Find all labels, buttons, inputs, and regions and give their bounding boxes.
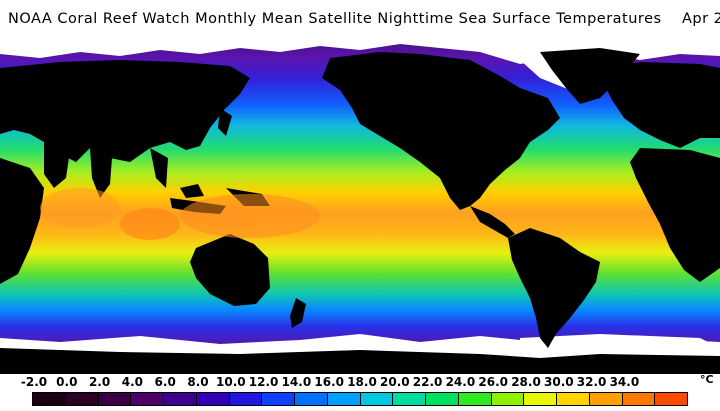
colorbar-swatch bbox=[426, 393, 459, 405]
colorbar-tick-label: 4.0 bbox=[121, 375, 144, 389]
colorbar-swatch bbox=[589, 393, 623, 405]
land-masses bbox=[0, 48, 720, 374]
colorbar-swatch bbox=[524, 393, 557, 405]
colorbar-swatch bbox=[360, 393, 394, 405]
colorbar-swatch bbox=[622, 393, 656, 405]
temperature-colorbar bbox=[32, 392, 688, 406]
colorbar-swatch bbox=[98, 393, 132, 405]
colorbar-tick-label: 34.0 bbox=[609, 375, 640, 389]
colorbar-swatch bbox=[295, 393, 328, 405]
colorbar-swatch bbox=[196, 393, 230, 405]
colorbar-tick-label: 32.0 bbox=[576, 375, 607, 389]
colorbar-tick-label: 18.0 bbox=[347, 375, 377, 389]
colorbar-tick-label: 14.0 bbox=[281, 375, 312, 389]
colorbar-tick-label: 28.0 bbox=[511, 375, 541, 389]
colorbar-tick-label: 12.0 bbox=[248, 375, 279, 389]
colorbar-swatch bbox=[33, 393, 66, 405]
colorbar-tick-label: 24.0 bbox=[445, 375, 476, 389]
colorbar-swatch bbox=[655, 393, 687, 405]
colorbar-tick-label: 30.0 bbox=[543, 375, 574, 389]
colorbar-tick-label: 20.0 bbox=[379, 375, 410, 389]
colorbar-swatch bbox=[131, 393, 164, 405]
colorbar-swatch bbox=[491, 393, 525, 405]
colorbar-swatch bbox=[262, 393, 295, 405]
colorbar-tick-label: 16.0 bbox=[314, 375, 344, 389]
colorbar-tick-label: 6.0 bbox=[154, 375, 176, 389]
warm-pool bbox=[40, 188, 320, 240]
colorbar-unit: °C bbox=[700, 373, 714, 386]
colorbar-tick-label: 8.0 bbox=[187, 375, 209, 389]
colorbar-swatch bbox=[65, 393, 99, 405]
colorbar-swatch bbox=[229, 393, 263, 405]
colorbar-labels: -2.0 0.0 2.0 4.0 6.0 8.0 10.0 12.0 14.0 16.0 18.0 2… bbox=[0, 373, 720, 391]
colorbar-tick-label: 22.0 bbox=[412, 375, 443, 389]
colorbar-swatch bbox=[327, 393, 361, 405]
colorbar-tick-label: 26.0 bbox=[478, 375, 508, 389]
colorbar-tick-label: 0.0 bbox=[56, 375, 78, 389]
colorbar-swatch bbox=[557, 393, 590, 405]
colorbar-tick-label: 2.0 bbox=[88, 375, 111, 389]
colorbar-swatch bbox=[164, 393, 197, 405]
colorbar-swatch bbox=[393, 393, 426, 405]
sst-world-map bbox=[0, 38, 720, 374]
colorbar-swatch bbox=[458, 393, 492, 405]
colorbar-tick-label: 10.0 bbox=[215, 375, 246, 389]
map-title: NOAA Coral Reef Watch Monthly Mean Satel… bbox=[8, 11, 720, 27]
colorbar-tick-label: -2.0 bbox=[20, 375, 48, 389]
